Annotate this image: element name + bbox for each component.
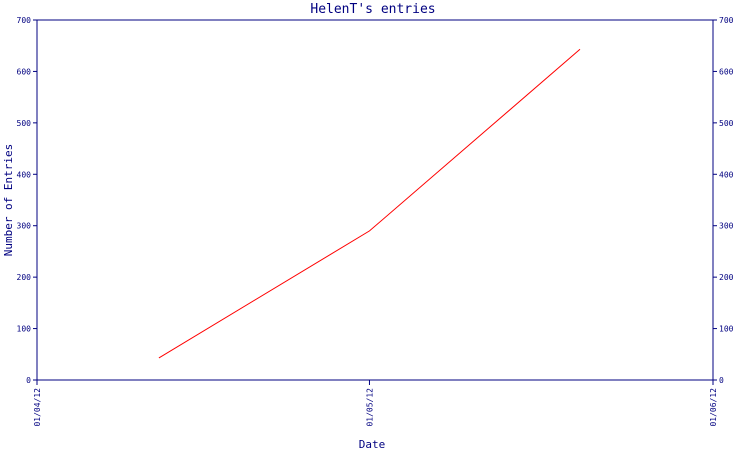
plot-area-frame (36, 19, 714, 381)
y-axis-label: Number of Entries (2, 144, 15, 257)
y-tick-label-left: 700 (17, 16, 32, 25)
y-tick-label-left: 400 (17, 170, 32, 179)
y-tick-label-right: 400 (719, 170, 734, 179)
y-tick-label-left: 600 (17, 67, 32, 76)
x-axis: 01/04/12 01/05/12 01/06/12 (33, 380, 718, 427)
y-tick-label-left: 500 (17, 119, 32, 128)
y-tick-label-right: 300 (719, 222, 734, 231)
y-tick-label-right: 200 (719, 273, 734, 282)
y-tick-label-right: 100 (719, 325, 734, 334)
y-tick-label-right: 700 (719, 16, 734, 25)
y-tick-label-right: 500 (719, 119, 734, 128)
series-layer (158, 48, 581, 359)
y-axis-left: 0 100 200 300 400 500 600 700 (17, 16, 37, 385)
y-tick-label-left: 0 (26, 376, 31, 385)
chart-title: HelenT's entries (310, 2, 435, 17)
y-tick-label-left: 200 (17, 273, 32, 282)
y-tick-label-left: 300 (17, 222, 32, 231)
y-axis-right: 0 100 200 300 400 500 600 700 (713, 16, 734, 385)
x-tick-label: 01/04/12 (33, 388, 42, 427)
series-line-0 (158, 48, 581, 359)
x-tick-label: 01/05/12 (365, 388, 374, 427)
y-tick-label-left: 100 (17, 325, 32, 334)
y-tick-label-right: 600 (719, 67, 734, 76)
y-tick-label-right: 0 (719, 376, 724, 385)
x-axis-label: Date (359, 438, 386, 450)
x-tick-label: 01/06/12 (709, 388, 718, 427)
